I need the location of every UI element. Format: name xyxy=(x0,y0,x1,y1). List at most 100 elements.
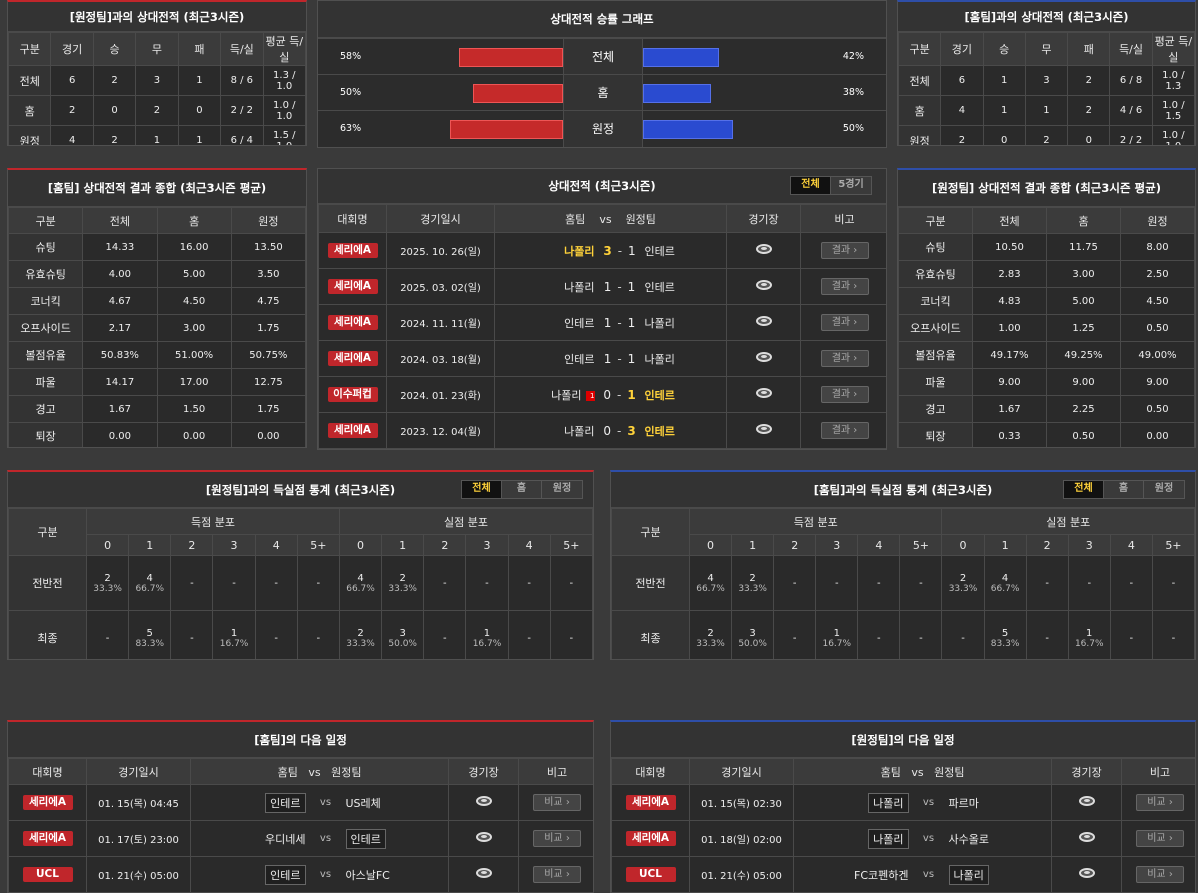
compare-button[interactable]: 비교 xyxy=(1136,794,1185,811)
tab-all[interactable]: 전체 xyxy=(791,177,831,194)
league-cell: UCL xyxy=(611,856,690,893)
col-date: 경기일시 xyxy=(86,758,191,785)
compare-button[interactable]: 비교 xyxy=(1136,830,1185,847)
away-win-bar xyxy=(643,120,733,139)
goal-cell: - xyxy=(815,555,859,611)
table-cell: 50.75% xyxy=(230,341,306,369)
score: 0-3 xyxy=(594,412,645,449)
vs-label: vs xyxy=(305,856,346,893)
stadium-icon[interactable] xyxy=(755,424,772,434)
col-header: 구분 xyxy=(611,508,690,556)
table-row: 유효슈팅 4.00 5.00 3.50 xyxy=(8,260,306,288)
table-cell: 파울 xyxy=(8,368,84,396)
home-win-bar xyxy=(449,120,563,139)
stadium-icon[interactable] xyxy=(1078,832,1095,842)
tab-5-games[interactable]: 5경기 xyxy=(831,177,871,194)
row-label: 최종 xyxy=(8,610,87,659)
stadium-cell xyxy=(448,784,520,821)
table-cell: 4.50 xyxy=(1120,287,1195,315)
table-cell: 0 xyxy=(92,95,137,126)
goal-cell: - xyxy=(773,610,817,659)
bucket-header: 0 xyxy=(941,534,985,556)
result-button[interactable]: 결과 xyxy=(820,278,869,295)
goal-cell: 1 16.7% xyxy=(815,610,859,659)
match-row: 세리에A 2023. 12. 04(월) 나폴리 0-3 인테르 결과 xyxy=(318,412,886,449)
table-cell: 4.50 xyxy=(156,287,232,315)
table-row: 볼점유율 49.17% 49.25% 49.00% xyxy=(898,341,1195,369)
result-button[interactable]: 결과 xyxy=(820,422,869,439)
compare-button[interactable]: 비교 xyxy=(533,794,582,811)
table-cell: 11.75 xyxy=(1046,233,1121,261)
table-row: 퇴장 0.33 0.50 0.00 xyxy=(898,422,1195,447)
away-team: 인테르 xyxy=(644,268,727,305)
table-cell: 6 / 4 xyxy=(220,125,264,145)
stadium-cell xyxy=(726,268,801,305)
table-cell: 0.00 xyxy=(156,422,232,447)
league-cell: UCL xyxy=(8,856,87,893)
bucket-header: 5+ xyxy=(899,534,943,556)
stadium-icon[interactable] xyxy=(755,316,772,326)
col-header: 득/실 xyxy=(1109,32,1153,66)
tab-all[interactable]: 전체 xyxy=(462,481,502,498)
league-badge: 세리에A xyxy=(327,243,378,258)
goal-cell: 3 50.0% xyxy=(731,610,775,659)
score: 1-1 xyxy=(594,340,645,377)
stadium-icon[interactable] xyxy=(1078,868,1095,878)
stadium-icon[interactable] xyxy=(755,388,772,398)
goal-cell: - xyxy=(296,555,340,611)
result-button[interactable]: 결과 xyxy=(820,386,869,403)
bucket-header: 0 xyxy=(338,534,383,556)
col-stadium: 경기장 xyxy=(726,204,801,233)
table-cell: 17.00 xyxy=(156,368,232,396)
table-cell: 1 xyxy=(135,125,179,145)
stadium-icon[interactable] xyxy=(475,868,492,878)
goal-cell: - xyxy=(170,555,214,611)
result-button[interactable]: 결과 xyxy=(820,350,869,367)
vs-label: vs xyxy=(908,856,949,893)
stadium-icon[interactable] xyxy=(755,280,772,290)
bucket-header: 2 xyxy=(170,534,214,556)
scored-header: 득점 분포 xyxy=(86,508,340,535)
table-cell: 경고 xyxy=(898,395,973,423)
col-header: 평균 득/실 xyxy=(1151,32,1195,66)
fixture-row: UCL 01. 21(수) 05:00 인테르 vs 아스날FC 비교 xyxy=(8,856,593,893)
goal-cell: - xyxy=(507,610,551,659)
tab-home[interactable]: 홈 xyxy=(502,481,542,498)
table-cell: 14.33 xyxy=(82,233,158,261)
compare-button[interactable]: 비교 xyxy=(1136,866,1185,883)
goal-cell: 2 33.3% xyxy=(688,610,733,659)
tab-all[interactable]: 전체 xyxy=(1064,481,1104,498)
tab-away[interactable]: 원정 xyxy=(1144,481,1184,498)
away-team: 나폴리 xyxy=(948,856,1053,893)
tab-home[interactable]: 홈 xyxy=(1104,481,1144,498)
table-row: 퇴장 0.00 0.00 0.00 xyxy=(8,422,306,447)
goal-cell: - xyxy=(212,555,256,611)
result-button[interactable]: 결과 xyxy=(820,314,869,331)
stadium-icon[interactable] xyxy=(755,244,772,254)
match-row: 세리에A 2025. 10. 26(일) 나폴리 3-1 인테르 결과 xyxy=(318,232,886,269)
table-cell: 4.67 xyxy=(82,287,158,315)
compare-button[interactable]: 비교 xyxy=(533,830,582,847)
stadium-icon[interactable] xyxy=(755,352,772,362)
home-win-pct: 63% xyxy=(340,123,362,134)
row-label: 전반전 xyxy=(8,555,87,611)
stadium-icon[interactable] xyxy=(475,796,492,806)
goal-cell: - xyxy=(1109,555,1153,611)
away-team: 사수올로 xyxy=(948,820,1053,857)
graph-row-label: 전체 xyxy=(563,39,643,75)
tab-away[interactable]: 원정 xyxy=(542,481,582,498)
col-header: 무 xyxy=(135,32,179,66)
bucket-header: 1 xyxy=(381,534,425,556)
fixture-date: 01. 21(수) 05:00 xyxy=(689,856,794,893)
table-cell: 9.00 xyxy=(972,368,1047,396)
stadium-icon[interactable] xyxy=(475,832,492,842)
result-button[interactable]: 결과 xyxy=(820,242,869,259)
compare-button[interactable]: 비교 xyxy=(533,866,582,883)
table-cell: 9.00 xyxy=(1046,368,1121,396)
away-team: 나폴리 xyxy=(644,340,727,377)
league-badge: UCL xyxy=(625,867,676,882)
goals-home-table: 구분 득점 분포 실점 분포 0 1 2 3 4 5+ 0 1 2 3 4 5+ 전반전 4 66.7% 2 33… xyxy=(611,508,1195,659)
row-label: 최종 xyxy=(611,610,690,659)
col-header: 패 xyxy=(177,32,222,66)
stadium-icon[interactable] xyxy=(1078,796,1095,806)
